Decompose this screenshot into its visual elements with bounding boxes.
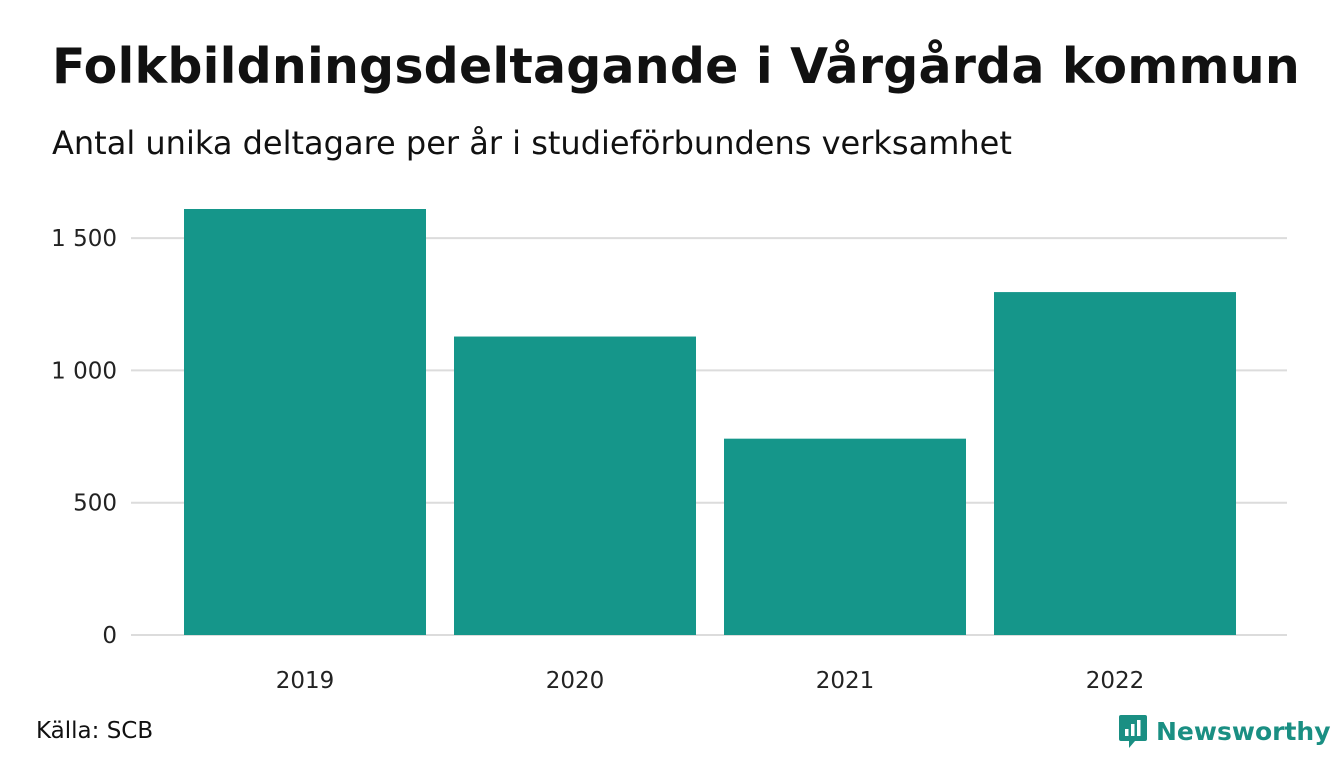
newsworthy-logo-icon	[1119, 715, 1147, 748]
y-tick-label: 0	[102, 623, 117, 649]
y-tick-label: 500	[73, 491, 117, 517]
chart-subtitle: Antal unika deltagare per år i studieför…	[52, 124, 1012, 162]
bar-2019	[184, 209, 426, 635]
x-tick-label: 2020	[546, 668, 605, 694]
x-tick-label: 2021	[816, 668, 875, 694]
chart-title: Folkbildningsdeltagande i Vårgårda kommu…	[52, 38, 1300, 95]
brand-name: Newsworthy	[1156, 716, 1331, 746]
x-tick-label: 2019	[276, 668, 335, 694]
bar-2021	[724, 438, 966, 635]
y-tick-label: 1 500	[51, 226, 117, 252]
source-note: Källa: SCB	[36, 718, 154, 744]
y-tick-label: 1 000	[51, 358, 117, 384]
bar-2022	[994, 292, 1236, 635]
bar-chart: 0 500 1 000 1 500 2019 2020 2021 2022	[51, 209, 1287, 694]
brand-logo: Newsworthy	[1118, 713, 1331, 749]
bar-2020	[454, 336, 696, 635]
x-tick-label: 2022	[1086, 668, 1145, 694]
